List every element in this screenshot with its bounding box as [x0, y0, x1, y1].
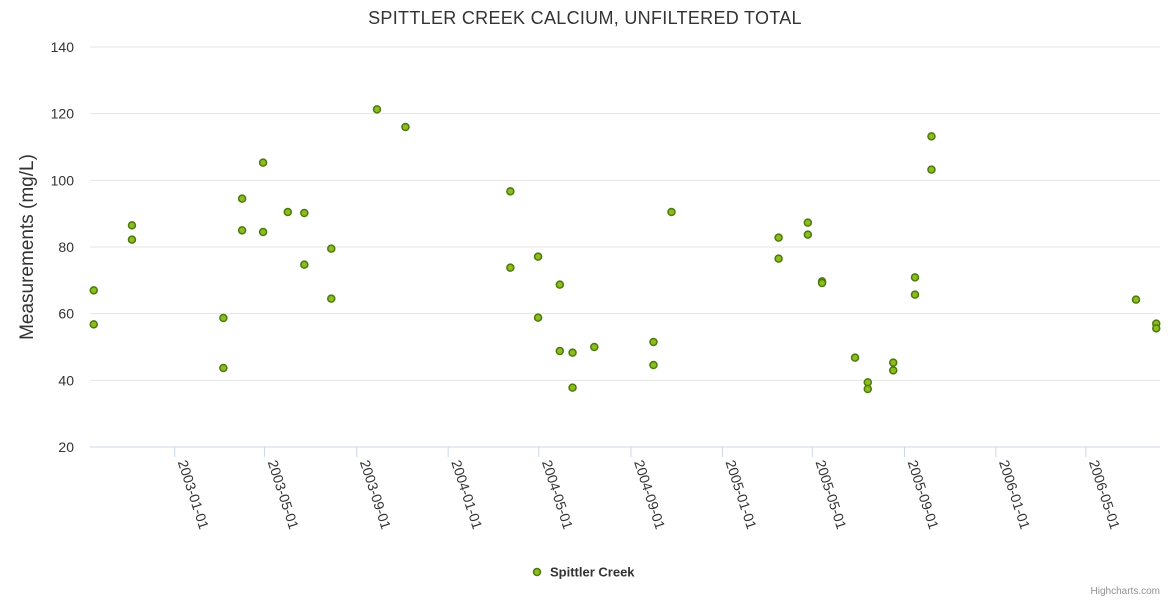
data-point[interactable] [219, 363, 228, 373]
y-tick-label: 40 [58, 372, 74, 388]
data-point[interactable] [372, 105, 382, 114]
data-point[interactable] [300, 208, 309, 218]
data-point[interactable] [127, 221, 137, 230]
data-point[interactable] [1131, 295, 1141, 304]
data-point[interactable] [506, 187, 515, 196]
data-point[interactable] [910, 290, 920, 299]
data-point[interactable] [283, 207, 293, 217]
y-tick-label: 80 [58, 239, 74, 255]
data-point[interactable] [568, 348, 577, 357]
y-tick-label: 140 [51, 39, 75, 55]
data-point[interactable] [863, 384, 873, 394]
legend-marker-icon [532, 567, 542, 577]
x-tick-label: 2006-01-01 [996, 458, 1033, 531]
x-tick-label: 2004-05-01 [539, 458, 576, 531]
data-point[interactable] [888, 366, 898, 375]
data-point[interactable] [327, 244, 336, 253]
legend-item-spittler-creek[interactable]: Spittler Creek [550, 565, 635, 580]
y-axis: 20 40 60 80 100 120 140 [51, 39, 75, 455]
chart-title: SPITTLER CREEK CALCIUM, UNFILTERED TOTAL [368, 8, 802, 28]
data-point[interactable] [649, 337, 658, 347]
x-tick-label: 2003-09-01 [357, 458, 394, 531]
y-tick-label: 60 [58, 306, 74, 322]
data-point[interactable] [910, 273, 920, 282]
x-tick-label: 2005-09-01 [905, 458, 942, 531]
data-point[interactable] [850, 353, 860, 362]
grid-lines [90, 46, 1160, 381]
data-point[interactable] [300, 260, 309, 269]
data-point[interactable] [506, 263, 515, 272]
data-point[interactable] [89, 286, 98, 295]
x-tick-label: 2005-05-01 [812, 458, 849, 531]
data-point[interactable] [219, 313, 228, 323]
data-point[interactable] [401, 122, 410, 132]
data-point[interactable] [327, 294, 336, 303]
y-tick-label: 100 [51, 172, 75, 188]
x-tick-label: 2006-05-01 [1086, 458, 1123, 531]
x-tick-label: 2004-01-01 [448, 458, 485, 531]
y-tick-label: 20 [58, 439, 74, 455]
x-tick-label: 2003-05-01 [265, 458, 302, 531]
data-point[interactable] [888, 358, 898, 367]
data-point[interactable] [817, 278, 827, 288]
legend[interactable]: Spittler Creek [532, 565, 636, 580]
data-point[interactable] [590, 342, 599, 352]
data-point[interactable] [803, 218, 813, 227]
data-point[interactable] [89, 320, 98, 329]
series-spittler-creek[interactable] [89, 105, 1161, 394]
data-point[interactable] [667, 207, 676, 217]
data-point[interactable] [555, 280, 565, 289]
data-point[interactable] [649, 360, 658, 370]
data-point[interactable] [927, 165, 936, 174]
data-point[interactable] [774, 233, 783, 242]
data-point[interactable] [533, 252, 543, 261]
credits-link[interactable]: Highcharts.com [1091, 586, 1160, 597]
data-point[interactable] [258, 227, 268, 237]
data-point[interactable] [1152, 324, 1161, 333]
data-point[interactable] [774, 254, 783, 263]
data-point[interactable] [555, 346, 565, 356]
data-point[interactable] [568, 383, 577, 392]
data-point[interactable] [237, 194, 247, 203]
x-tick-label: 2003-01-01 [175, 458, 212, 531]
y-tick-label: 120 [51, 106, 75, 122]
data-point[interactable] [927, 132, 936, 141]
y-axis-title: Measurements (mg/L) [17, 154, 38, 340]
x-axis: 2003-01-01 2003-05-01 2003-09-01 2004-01-01… [90, 446, 1160, 531]
data-point[interactable] [127, 235, 137, 244]
data-point[interactable] [533, 313, 543, 322]
data-point[interactable] [803, 230, 813, 239]
data-point[interactable] [258, 158, 268, 167]
data-point[interactable] [237, 226, 247, 235]
x-tick-label: 2005-01-01 [723, 458, 760, 531]
x-tick-label: 2004-09-01 [631, 458, 668, 531]
